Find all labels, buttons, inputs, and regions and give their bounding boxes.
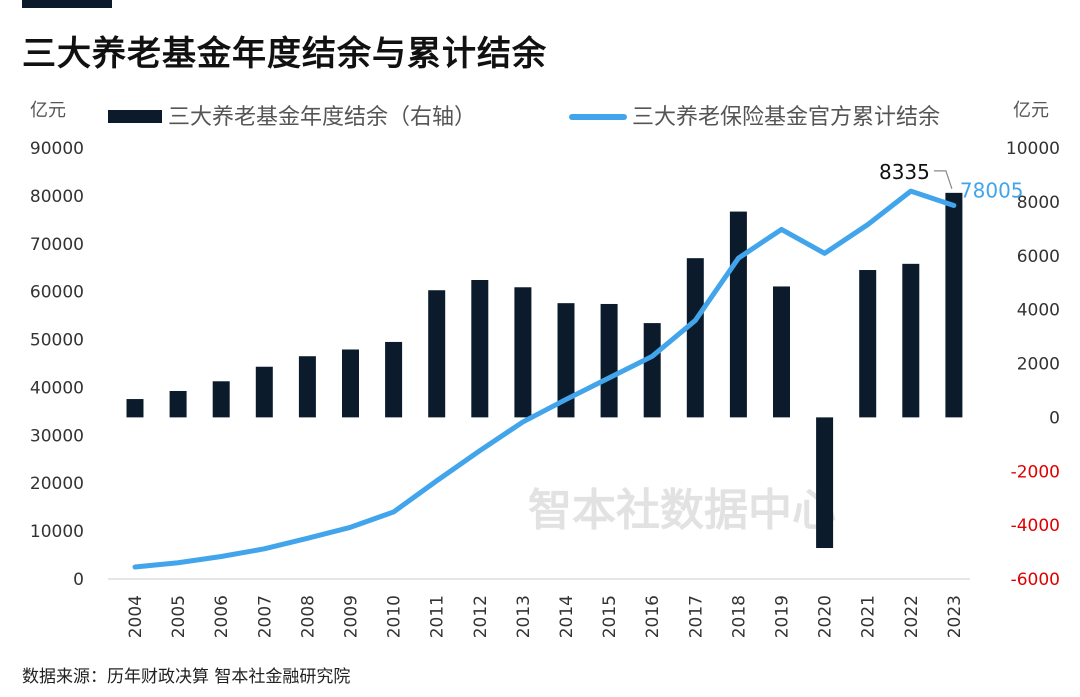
x-tick-label: 2017 bbox=[686, 595, 706, 638]
bar-2020 bbox=[816, 417, 834, 549]
x-tick-label: 2009 bbox=[342, 595, 362, 638]
right-axis-unit: 亿元 bbox=[1013, 100, 1049, 121]
annotations: 8335 78005 bbox=[879, 160, 1024, 203]
x-tick-label: 2020 bbox=[816, 595, 836, 638]
line-annotation-label: 78005 bbox=[960, 178, 1024, 202]
bar-2014 bbox=[557, 303, 575, 418]
x-tick-label: 2023 bbox=[945, 595, 965, 638]
bar-2018 bbox=[729, 211, 747, 418]
left-tick-label: 10000 bbox=[30, 522, 84, 542]
bar-2009 bbox=[342, 349, 359, 418]
legend-bar-swatch bbox=[108, 110, 162, 123]
x-tick-label: 2016 bbox=[643, 595, 663, 638]
right-tick-label: 2000 bbox=[1017, 355, 1060, 375]
right-tick-label: 6000 bbox=[1017, 247, 1060, 267]
left-axis: 0 10000 20000 30000 40000 50000 60000 70000 8000… bbox=[30, 139, 84, 590]
left-tick-label: 0 bbox=[73, 570, 84, 590]
bar-2022 bbox=[902, 263, 920, 418]
x-tick-label: 2015 bbox=[600, 595, 620, 638]
x-tick-label: 2014 bbox=[557, 595, 577, 638]
bar-2019 bbox=[773, 286, 790, 418]
x-tick-label: 2022 bbox=[902, 595, 922, 638]
x-tick-label: 2011 bbox=[428, 595, 448, 638]
bar-series bbox=[126, 192, 963, 549]
bar-2010 bbox=[385, 341, 403, 418]
left-tick-label: 90000 bbox=[30, 139, 84, 159]
x-tick-label: 2008 bbox=[298, 595, 318, 638]
x-tick-label: 2013 bbox=[514, 595, 534, 638]
right-axis: -6000 -4000 -2000 0 2000 4000 6000 8000 10000 bbox=[1006, 139, 1060, 590]
left-tick-label: 20000 bbox=[30, 474, 84, 494]
left-tick-label: 50000 bbox=[30, 331, 84, 351]
right-tick-label: 8000 bbox=[1017, 193, 1060, 213]
data-source: 数据来源：历年财政决算 智本社金融研究院 bbox=[22, 667, 351, 687]
left-tick-label: 40000 bbox=[30, 378, 84, 398]
bar-2004 bbox=[126, 399, 144, 418]
left-tick-label: 80000 bbox=[30, 187, 84, 207]
bar-2005 bbox=[169, 390, 187, 418]
chart-legend: 三大养老基金年度结余（右轴） 三大养老保险基金官方累计结余 bbox=[108, 105, 940, 130]
bar-2013 bbox=[514, 287, 532, 418]
left-tick-label: 30000 bbox=[30, 426, 84, 446]
right-tick-label: -4000 bbox=[1011, 516, 1060, 536]
right-tick-label: -2000 bbox=[1011, 462, 1060, 482]
bar-2017 bbox=[686, 258, 704, 418]
line-series bbox=[132, 188, 957, 570]
right-tick-label: 0 bbox=[1049, 408, 1060, 428]
chart: 三大养老基金年度结余（右轴） 三大养老保险基金官方累计结余 亿元 亿元 智本社数… bbox=[30, 100, 1060, 638]
x-tick-label: 2007 bbox=[255, 595, 275, 638]
watermark: 智本社数据中心 bbox=[528, 485, 836, 536]
legend-bar-label: 三大养老基金年度结余（右轴） bbox=[168, 105, 476, 130]
right-tick-label: 10000 bbox=[1006, 139, 1060, 159]
x-tick-label: 2021 bbox=[859, 595, 879, 638]
x-tick-label: 2019 bbox=[773, 595, 793, 638]
x-tick-label: 2004 bbox=[126, 595, 146, 638]
x-tick-label: 2005 bbox=[169, 595, 189, 638]
right-tick-label: -6000 bbox=[1011, 570, 1060, 590]
bar-2021 bbox=[859, 270, 877, 418]
bar-2007 bbox=[255, 366, 273, 418]
title-accent-bar bbox=[22, 0, 112, 8]
bar-annotation-label: 8335 bbox=[879, 160, 930, 184]
bar-annotation-leader bbox=[933, 170, 953, 190]
right-tick-label: 4000 bbox=[1017, 301, 1060, 321]
x-tick-label: 2010 bbox=[385, 595, 405, 638]
bar-2016 bbox=[643, 323, 661, 418]
x-tick-label: 2018 bbox=[729, 595, 749, 638]
bar-2015 bbox=[600, 303, 618, 418]
bar-2023 bbox=[945, 192, 963, 418]
cumulative-balance-line bbox=[132, 188, 957, 570]
left-axis-unit: 亿元 bbox=[30, 100, 66, 121]
x-axis: 2004 2005 2006 2007 2008 2009 2010 2011 2012 2013… bbox=[126, 595, 965, 638]
left-tick-label: 70000 bbox=[30, 235, 84, 255]
x-tick-label: 2006 bbox=[212, 595, 232, 638]
page-title: 三大养老基金年度结余与累计结余 bbox=[22, 34, 547, 74]
legend-line-label: 三大养老保险基金官方累计结余 bbox=[632, 105, 940, 130]
bar-2006 bbox=[212, 381, 230, 418]
bar-2012 bbox=[471, 279, 489, 418]
bar-2008 bbox=[298, 356, 316, 418]
x-tick-label: 2012 bbox=[471, 595, 491, 638]
left-tick-label: 60000 bbox=[30, 283, 84, 303]
bar-2011 bbox=[428, 290, 446, 418]
